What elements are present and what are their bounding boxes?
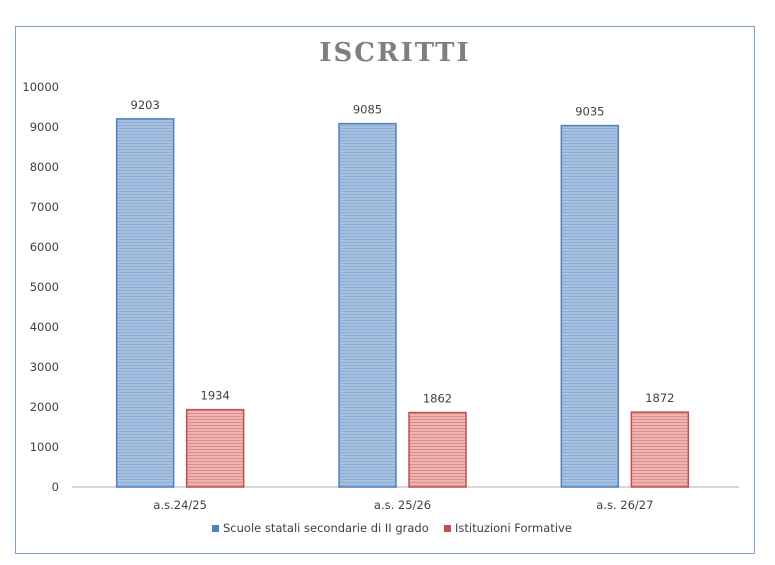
y-tick-label: 5000 <box>30 280 59 294</box>
bar-istituzioni-formative <box>185 408 245 488</box>
x-tick-label: a.s. 25/26 <box>374 498 431 512</box>
legend-swatch <box>444 525 451 532</box>
data-label: 9203 <box>131 98 160 112</box>
legend-swatch <box>212 525 219 532</box>
y-tick-label: 1000 <box>30 440 59 454</box>
y-tick-label: 4000 <box>30 320 59 334</box>
bar-istituzioni-formative <box>408 411 467 488</box>
y-tick-label: 0 <box>52 480 59 494</box>
y-tick-label: 9000 <box>30 120 59 134</box>
y-tick-label: 7000 <box>30 200 59 214</box>
data-label: 1862 <box>423 392 452 406</box>
y-tick-label: 2000 <box>30 400 59 414</box>
legend-label: Scuole statali secondarie di II grado <box>223 521 429 535</box>
y-tick-label: 8000 <box>30 160 59 174</box>
y-axis: 0 1000 2000 3000 4000 5000 6000 7000 8000 9000 100… <box>22 80 59 494</box>
y-tick-label: 10000 <box>22 80 59 94</box>
y-tick-label: 3000 <box>30 360 59 374</box>
legend-label: Istituzioni Formative <box>455 521 572 535</box>
bar-scuole-statali <box>560 124 620 488</box>
bar-istituzioni-formative <box>630 411 690 488</box>
chart-title: ISCRITTI <box>319 38 470 68</box>
data-label: 9085 <box>353 103 382 117</box>
x-axis: a.s.24/25 a.s. 25/26 a.s. 26/27 <box>153 498 653 512</box>
bar-scuole-statali <box>338 122 397 488</box>
bars: 9203 1934 9085 1862 9035 1872 <box>115 98 690 488</box>
data-label: 1934 <box>201 389 230 403</box>
data-label: 9035 <box>575 105 604 119</box>
x-tick-label: a.s. 26/27 <box>596 498 653 512</box>
bar-scuole-statali <box>115 118 175 488</box>
x-tick-label: a.s.24/25 <box>153 498 207 512</box>
data-label: 1872 <box>645 391 674 405</box>
y-tick-label: 6000 <box>30 240 59 254</box>
legend: Scuole statali secondarie di II grado Ist… <box>212 521 572 535</box>
